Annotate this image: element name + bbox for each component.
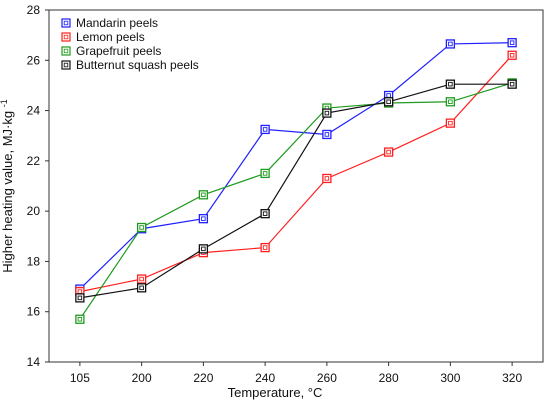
data-point-inner — [448, 120, 453, 126]
y-tick-label: 20 — [27, 204, 41, 218]
data-point-inner — [77, 317, 83, 322]
legend-label: Lemon peels — [76, 30, 145, 44]
x-axis-title: Temperature, °C — [228, 385, 323, 400]
series-butternut-squash-peels — [75, 79, 517, 303]
data-point-inner — [201, 192, 206, 198]
legend-marker-inner — [63, 62, 69, 68]
data-point-inner — [262, 127, 268, 132]
series-layer — [75, 38, 517, 324]
y-tick-label: 14 — [27, 355, 41, 369]
data-point-inner — [509, 40, 515, 45]
legend-label: Butternut squash peels — [76, 58, 199, 72]
x-tick-label: 200 — [132, 371, 152, 385]
legend-item: Butternut squash peels — [61, 58, 199, 72]
y-axis: 14 16 18 20 22 24 26 28 — [27, 3, 49, 369]
x-axis: 105 200 220 240 260 280 300 320 — [70, 362, 522, 385]
legend-marker-inner — [63, 20, 69, 26]
x-tick-label: 240 — [255, 371, 275, 385]
data-point-inner — [262, 171, 268, 176]
plot-area — [48, 9, 544, 363]
series-line — [79, 82, 513, 320]
data-point-inner — [324, 176, 330, 181]
data-point-inner — [386, 93, 391, 98]
y-tick-label: 24 — [27, 104, 41, 118]
data-point-inner — [77, 295, 83, 301]
y-axis-title: Higher heating value, MJ·kg -1 — [0, 99, 15, 273]
data-point-inner — [386, 149, 391, 155]
series-line — [79, 42, 513, 290]
y-tick-label: 22 — [27, 154, 41, 168]
legend-item: Grapefruit peels — [61, 44, 161, 58]
data-point-inner — [262, 245, 268, 250]
x-tick-label: 300 — [440, 371, 460, 385]
legend-marker-inner — [63, 48, 69, 54]
y-tick-label: 26 — [27, 53, 41, 67]
data-point-inner — [448, 99, 453, 105]
data-point-inner — [509, 81, 515, 87]
data-point-inner — [509, 53, 515, 58]
data-point-inner — [324, 132, 330, 137]
legend-label: Mandarin peels — [76, 16, 158, 30]
legend-item: Lemon peels — [61, 30, 145, 44]
data-point-inner — [201, 246, 206, 252]
series-line — [79, 54, 513, 293]
data-point-inner — [139, 276, 144, 282]
data-point-inner — [448, 41, 453, 47]
legend-label: Grapefruit peels — [76, 44, 161, 58]
legend-item: Mandarin peels — [61, 16, 158, 30]
x-tick-label: 105 — [70, 371, 90, 385]
legend-marker-inner — [63, 34, 69, 40]
y-tick-label: 16 — [27, 305, 41, 319]
y-axis-title-superscript: -1 — [0, 99, 9, 107]
y-axis-title-base: Higher heating value, MJ·kg — [0, 111, 15, 273]
data-point-inner — [139, 285, 144, 291]
data-point-inner — [448, 81, 453, 87]
x-tick-label: 280 — [379, 371, 399, 385]
series-line — [79, 83, 513, 299]
y-tick-label: 18 — [27, 254, 41, 268]
data-point-inner — [324, 110, 330, 116]
data-point-inner — [201, 216, 206, 221]
x-tick-label: 260 — [317, 371, 337, 385]
data-point-inner — [386, 99, 391, 105]
x-tick-label: 220 — [193, 371, 213, 385]
x-tick-label: 320 — [502, 371, 522, 385]
data-point-inner — [262, 211, 268, 216]
data-point-inner — [139, 225, 144, 230]
y-tick-label: 28 — [27, 3, 41, 17]
data-point-inner — [77, 289, 83, 294]
